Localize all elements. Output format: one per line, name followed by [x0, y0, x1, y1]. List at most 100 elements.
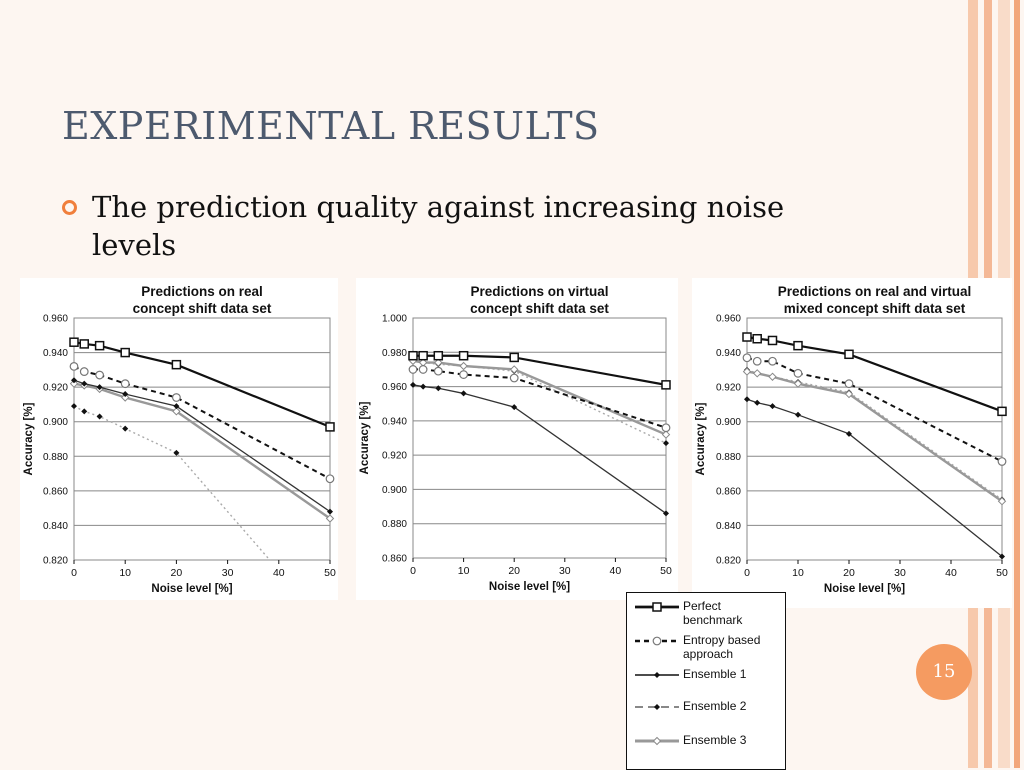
data-point-entropy: [742, 353, 752, 363]
data-point-perfect: [742, 332, 752, 342]
y-tick-label: 0.960: [382, 382, 407, 393]
y-tick-label: 0.840: [716, 521, 741, 532]
legend-label: Perfect benchmark: [683, 599, 743, 627]
y-axis-label: Accuracy [%]: [359, 401, 371, 474]
legend-swatch-perfect: [635, 602, 679, 612]
y-tick-label: 0.900: [382, 485, 407, 496]
y-tick-label: 0.940: [382, 416, 407, 427]
chart-title: Predictions on virtual concept shift data…: [470, 284, 609, 316]
data-point-ens1: [769, 403, 776, 410]
legend-label: Ensemble 3: [683, 733, 747, 747]
data-point-entropy: [325, 474, 335, 484]
data-point-ens1: [744, 396, 750, 403]
chart-title: Predictions on real and virtual mixed con…: [778, 284, 972, 316]
chart-title: Predictions on real concept shift data se…: [133, 284, 272, 316]
data-point-ens3: [768, 372, 777, 381]
series-perfect: [408, 350, 671, 390]
data-point-ens3: [844, 389, 854, 399]
data-point-entropy: [171, 393, 181, 402]
series-line-ens2: [746, 369, 1003, 501]
data-point-entropy: [95, 370, 104, 380]
page-number-badge: 15: [916, 644, 972, 700]
legend-item-ens3: Ensemble 3: [633, 731, 783, 763]
data-point-ens1: [71, 377, 77, 384]
y-tick-label: 0.880: [43, 452, 68, 463]
data-point-ens3: [69, 379, 79, 388]
data-point-perfect: [408, 350, 418, 361]
stripe: [1014, 0, 1020, 768]
data-point-ens1: [122, 391, 129, 398]
x-tick-label: 10: [119, 567, 131, 579]
y-axis-label: Accuracy [%]: [695, 402, 707, 475]
x-tick-label: 40: [273, 567, 285, 579]
data-point-entropy: [69, 361, 79, 371]
data-point-perfect: [433, 350, 444, 361]
legend-label: Ensemble 1: [683, 667, 747, 681]
data-point-ens1: [420, 383, 427, 390]
data-point-perfect: [171, 359, 182, 370]
data-point-perfect: [79, 339, 89, 349]
data-point-ens1: [410, 381, 416, 388]
legend-item-ens2: Ensemble 2: [633, 697, 783, 729]
data-point-ens3: [661, 430, 671, 439]
x-tick-label: 0: [744, 567, 750, 579]
data-point-entropy: [120, 379, 130, 389]
data-point-entropy: [408, 365, 418, 374]
data-point-ens3: [509, 365, 519, 374]
y-tick-label: 1.000: [382, 314, 407, 325]
data-point-ens1: [460, 390, 467, 397]
data-point-ens2: [71, 403, 77, 410]
legend-label: Entropy based approach: [683, 633, 761, 661]
x-tick-label: 0: [410, 565, 416, 577]
data-point-ens2: [663, 440, 669, 447]
chart-svg: Predictions on real and virtual mixed con…: [695, 284, 1008, 595]
legend-swatch-entropy: [635, 636, 679, 646]
legend-marker-entropy: [652, 636, 662, 646]
x-tick-label: 50: [324, 567, 336, 579]
data-point-ens3: [325, 514, 335, 523]
data-point-ens1: [663, 510, 669, 517]
data-point-entropy: [459, 370, 468, 379]
y-tick-label: 0.940: [716, 348, 741, 359]
series-entropy: [408, 365, 671, 433]
y-tick-label: 0.980: [382, 348, 407, 359]
legend-item-entropy: Entropy based approach: [633, 631, 783, 663]
series-entropy: [69, 361, 335, 484]
data-point-perfect: [767, 335, 778, 346]
data-point-entropy: [844, 379, 854, 389]
chart-title-line: mixed concept shift data set: [784, 301, 966, 316]
series-line-entropy: [413, 368, 667, 429]
y-tick-label: 0.900: [716, 417, 741, 428]
y-tick-label: 0.960: [43, 314, 68, 325]
y-tick-label: 0.880: [716, 452, 741, 463]
data-point-entropy: [768, 356, 777, 366]
data-point-ens2: [173, 449, 180, 456]
x-axis-label: Noise level [%]: [151, 583, 232, 595]
data-point-perfect: [793, 340, 803, 351]
data-point-ens1: [173, 403, 180, 410]
x-tick-label: 40: [610, 565, 622, 577]
y-axis-label: Accuracy [%]: [23, 402, 35, 475]
series-ens2: [71, 403, 271, 560]
chart-title-line: Predictions on real: [141, 284, 263, 299]
data-point-entropy: [509, 373, 519, 383]
data-point-perfect: [844, 349, 854, 360]
chart-legend: Perfect benchmark Entropy based approach…: [626, 592, 786, 770]
y-tick-label: 0.920: [716, 383, 741, 394]
data-point-ens1: [795, 411, 801, 418]
y-tick-label: 0.960: [716, 314, 741, 325]
y-tick-label: 0.860: [382, 554, 407, 565]
data-point-ens3: [997, 497, 1007, 506]
legend-marker-ens1: [654, 672, 660, 678]
data-point-perfect: [752, 333, 762, 344]
legend-marker-ens3: [652, 736, 662, 746]
data-point-ens3: [752, 369, 762, 378]
data-point-ens3: [742, 367, 752, 376]
series-ens3: [408, 356, 671, 439]
chart-title-line: Predictions on virtual: [470, 284, 608, 299]
x-tick-label: 30: [222, 567, 234, 579]
data-point-ens3: [459, 361, 468, 371]
series-ens1: [410, 381, 669, 517]
x-tick-label: 20: [508, 565, 520, 577]
data-point-ens1: [999, 553, 1005, 560]
